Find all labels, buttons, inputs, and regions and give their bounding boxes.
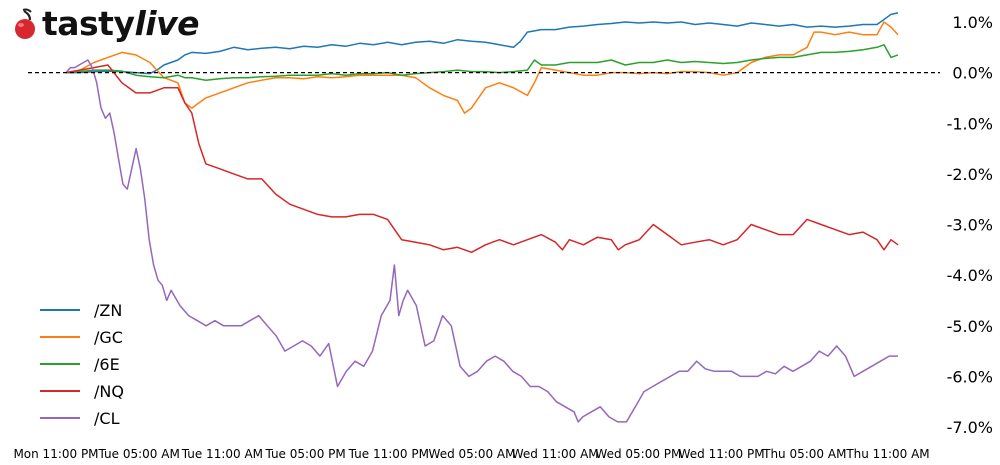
x-tick-label: Wed 05:00 PM <box>595 447 681 461</box>
x-tick-label: Thu 11:00 AM <box>845 447 929 461</box>
x-tick-label: Tue 05:00 AM <box>98 447 180 461</box>
legend-label: /6E <box>94 355 120 374</box>
y-tick-label: -4.0% <box>947 266 993 285</box>
legend-label: /GC <box>94 328 123 347</box>
cherry-icon <box>15 8 35 39</box>
legend-label: /CL <box>94 409 120 428</box>
series-line-gc <box>65 21 899 114</box>
legend: /ZN/GC/6E/NQ/CL <box>40 301 124 428</box>
series-line-6e <box>65 44 899 81</box>
x-tick-label: Wed 11:00 PM <box>679 447 765 461</box>
y-tick-label: -6.0% <box>947 367 993 386</box>
y-tick-label: -2.0% <box>947 165 993 184</box>
y-tick-label: -3.0% <box>947 216 993 235</box>
legend-label: /NQ <box>94 382 124 401</box>
x-tick-label: Tue 11:00 AM <box>181 447 263 461</box>
y-tick-label: -1.0% <box>947 114 993 133</box>
x-axis: Mon 11:00 PM Tue 05:00 AM Tue 11:00 AM Tue … <box>13 447 929 461</box>
x-tick-label: Thu 05:00 AM <box>762 447 846 461</box>
x-tick-label: Wed 11:00 AM <box>512 447 599 461</box>
x-tick-label: Tue 05:00 PM <box>264 447 345 461</box>
brand-logo: tastylive <box>8 4 199 44</box>
legend-label: /ZN <box>94 301 122 320</box>
brand-wordmark: tastylive <box>42 4 199 43</box>
y-tick-label: 1.0% <box>952 13 993 32</box>
x-tick-label: Tue 11:00 PM <box>348 447 429 461</box>
y-axis: 1.0% 0.0% -1.0% -2.0% -3.0% -4.0% -5.0% -6.0% -7… <box>947 13 993 437</box>
y-tick-label: 0.0% <box>952 64 993 83</box>
x-tick-label: Wed 05:00 AM <box>429 447 516 461</box>
series-line-nq <box>65 64 899 254</box>
series-line-cl <box>65 59 898 423</box>
y-tick-label: -5.0% <box>947 317 993 336</box>
y-tick-label: -7.0% <box>947 418 993 437</box>
series-line-zn <box>66 12 899 75</box>
x-tick-label: Mon 11:00 PM <box>13 447 98 461</box>
series-lines <box>65 12 899 423</box>
